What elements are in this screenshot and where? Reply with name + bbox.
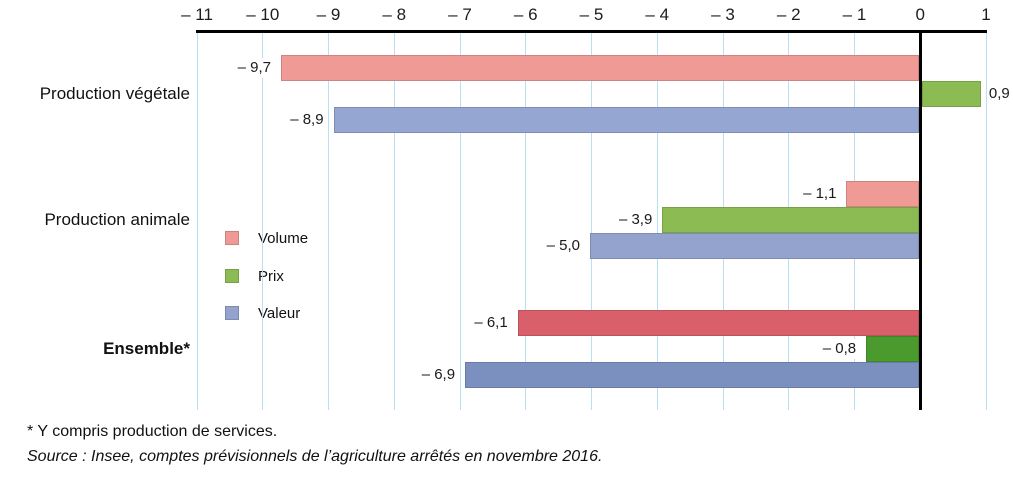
bar-value-label: – 5,0 xyxy=(543,236,583,256)
x-tick-label: 0 xyxy=(915,5,925,24)
gridline xyxy=(262,33,264,410)
bar xyxy=(517,310,919,336)
bar-value-label: – 3,9 xyxy=(615,210,656,230)
gridline xyxy=(196,33,198,410)
bar xyxy=(280,55,919,81)
bar xyxy=(846,181,919,207)
bar xyxy=(590,233,919,259)
x-tick-label: – 5 xyxy=(579,5,604,24)
x-tick-label: – 1 xyxy=(842,5,867,24)
category-label: Ensemble* xyxy=(103,339,190,358)
gridline xyxy=(656,33,658,410)
bar-value-label: – 9,7 xyxy=(234,58,274,78)
bar-value-label: – 8,9 xyxy=(287,110,327,130)
legend-label: Prix xyxy=(258,268,284,285)
bar xyxy=(465,362,919,388)
bar xyxy=(333,107,919,133)
gridline xyxy=(459,33,461,410)
gridline xyxy=(328,33,329,410)
gridline xyxy=(985,33,987,410)
legend-label: Valeur xyxy=(258,305,301,322)
bar-value-label: – 1,1 xyxy=(800,184,840,204)
bar-value-label: – 6,1 xyxy=(471,313,511,333)
x-tick-label: – 3 xyxy=(711,5,735,24)
top-axis-line xyxy=(196,30,987,33)
gridline xyxy=(591,33,592,410)
x-tick-label: 1 xyxy=(981,5,991,24)
footnote-source: Source : Insee, comptes prévisionnels de… xyxy=(27,448,603,465)
x-tick-label: – 8 xyxy=(382,5,407,24)
valeur-swatch-icon xyxy=(225,306,239,320)
x-tick-label: – 10 xyxy=(246,5,280,24)
bar xyxy=(921,81,981,107)
x-tick-label: – 2 xyxy=(776,5,801,24)
gridline xyxy=(525,33,527,410)
x-tick-label: – 11 xyxy=(181,5,213,24)
footnote-note: * Y compris production de services. xyxy=(27,423,278,440)
x-tick-label: – 9 xyxy=(316,5,341,24)
volume-swatch-icon xyxy=(225,231,239,245)
x-tick-label: – 7 xyxy=(448,5,472,24)
gridline xyxy=(393,33,395,410)
bar-value-label: – 6,9 xyxy=(418,365,459,385)
x-tick-label: – 4 xyxy=(645,5,670,24)
category-label: Production végétale xyxy=(39,84,190,103)
bar xyxy=(866,336,919,362)
zero-axis-line xyxy=(918,30,922,410)
prix-swatch-icon xyxy=(225,269,239,283)
category-label: Production animale xyxy=(44,210,190,229)
bar xyxy=(662,207,919,233)
x-tick-label: – 6 xyxy=(513,5,538,24)
bar-value-label: 0,9 xyxy=(988,85,1010,102)
legend-label: Volume xyxy=(258,230,309,247)
bar-value-label: – 0,8 xyxy=(819,339,860,359)
